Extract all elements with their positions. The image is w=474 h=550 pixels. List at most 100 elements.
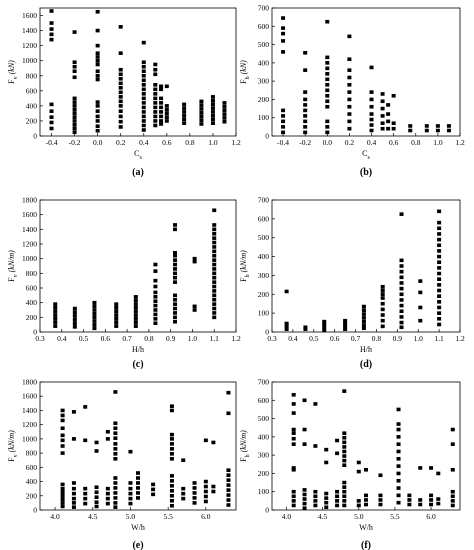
data-point bbox=[222, 101, 227, 105]
x-tick-label: 1.2 bbox=[455, 138, 465, 147]
data-point bbox=[159, 105, 164, 110]
data-point bbox=[361, 304, 366, 309]
x-tick-label: 0.9 bbox=[166, 334, 176, 343]
data-point bbox=[399, 269, 404, 274]
data-point bbox=[347, 83, 352, 87]
data-point bbox=[396, 435, 401, 439]
data-point bbox=[291, 503, 296, 508]
data-point bbox=[133, 295, 138, 299]
data-point bbox=[53, 309, 58, 314]
panel-label: (e) bbox=[132, 540, 143, 550]
x-tick-label: 0.7 bbox=[351, 334, 361, 343]
data-point bbox=[136, 486, 140, 490]
data-point bbox=[291, 431, 296, 435]
data-point bbox=[94, 495, 99, 499]
data-point bbox=[72, 30, 77, 34]
data-point bbox=[95, 62, 100, 67]
x-tick-label: 1.2 bbox=[231, 138, 241, 147]
x-tick-label: 0.6 bbox=[101, 334, 111, 343]
data-point bbox=[153, 67, 158, 72]
y-axis-label-unit: (kN) bbox=[7, 60, 16, 77]
data-point bbox=[94, 504, 99, 509]
data-point bbox=[347, 68, 352, 72]
data-point bbox=[105, 486, 110, 491]
data-point bbox=[437, 266, 442, 270]
data-point bbox=[118, 119, 123, 124]
data-point bbox=[399, 315, 404, 319]
data-point bbox=[173, 306, 178, 311]
y-tick-label: 100 bbox=[258, 113, 270, 122]
data-point bbox=[113, 491, 118, 495]
data-point bbox=[212, 311, 217, 315]
data-point bbox=[49, 27, 54, 31]
data-point bbox=[284, 321, 289, 326]
x-tick-label: 0.8 bbox=[185, 138, 195, 147]
data-point bbox=[151, 487, 156, 492]
data-point bbox=[113, 501, 118, 505]
plot-frame bbox=[39, 381, 237, 511]
data-point bbox=[436, 497, 441, 501]
x-tick-label: 6.0 bbox=[426, 512, 436, 521]
data-point bbox=[303, 103, 308, 107]
data-point bbox=[153, 317, 158, 321]
y-tick-label: 200 bbox=[26, 491, 38, 500]
data-point bbox=[159, 119, 164, 123]
data-point bbox=[335, 499, 340, 503]
data-point bbox=[60, 426, 65, 431]
data-point bbox=[95, 77, 100, 82]
data-point bbox=[347, 90, 352, 94]
data-point bbox=[141, 105, 146, 110]
data-point bbox=[182, 117, 187, 122]
y-tick-label: 0 bbox=[265, 132, 269, 141]
data-point bbox=[324, 447, 329, 452]
data-point bbox=[105, 501, 110, 506]
data-point bbox=[60, 504, 65, 509]
data-point bbox=[303, 68, 308, 72]
data-point bbox=[192, 259, 197, 264]
data-point bbox=[284, 289, 289, 294]
data-point bbox=[391, 126, 396, 131]
data-point bbox=[212, 223, 217, 227]
data-point bbox=[342, 449, 347, 454]
data-point bbox=[192, 256, 197, 261]
data-point bbox=[95, 69, 100, 74]
data-point bbox=[291, 467, 296, 472]
data-point bbox=[94, 449, 99, 453]
data-point bbox=[153, 123, 158, 128]
data-point bbox=[302, 497, 307, 501]
data-point bbox=[356, 503, 361, 508]
data-point bbox=[429, 498, 434, 502]
x-tick-label: 4.5 bbox=[318, 512, 328, 521]
data-point bbox=[153, 269, 158, 273]
y-tick-label: 600 bbox=[26, 86, 38, 95]
data-point bbox=[203, 494, 208, 499]
data-point bbox=[173, 267, 178, 271]
panel-0: -0.4 -0.2 0.0 0.2 0.4 0.6 0.8 1.0 1.2 0 200 400 600 8… bbox=[7, 7, 241, 178]
x-tick-label: 1.1 bbox=[434, 334, 444, 343]
x-tick-label: -0.4 bbox=[277, 138, 289, 147]
data-point bbox=[399, 298, 404, 302]
data-point bbox=[380, 92, 385, 96]
data-point bbox=[437, 300, 442, 304]
data-point bbox=[380, 114, 385, 118]
data-point bbox=[49, 21, 54, 25]
y-tick-label: 200 bbox=[26, 313, 38, 322]
data-point bbox=[164, 104, 169, 108]
data-point bbox=[446, 128, 451, 133]
panel-4: 4.0 4.5 5.0 5.5 6.0 0 200 400 600 800 1000 1200 1400… bbox=[7, 378, 237, 550]
data-point bbox=[128, 449, 133, 454]
data-point bbox=[211, 484, 216, 489]
x-tick-label: 0.5 bbox=[79, 334, 89, 343]
data-point bbox=[303, 114, 308, 118]
data-point bbox=[380, 296, 385, 300]
data-point bbox=[118, 104, 123, 108]
data-point bbox=[222, 112, 227, 116]
data-point bbox=[369, 117, 374, 122]
panel-label: (b) bbox=[360, 167, 372, 178]
data-point bbox=[418, 466, 423, 470]
x-axis-label-sub: s bbox=[368, 155, 371, 161]
data-point bbox=[83, 486, 88, 491]
data-point bbox=[281, 119, 286, 124]
data-point bbox=[199, 114, 204, 119]
data-point bbox=[437, 294, 442, 298]
